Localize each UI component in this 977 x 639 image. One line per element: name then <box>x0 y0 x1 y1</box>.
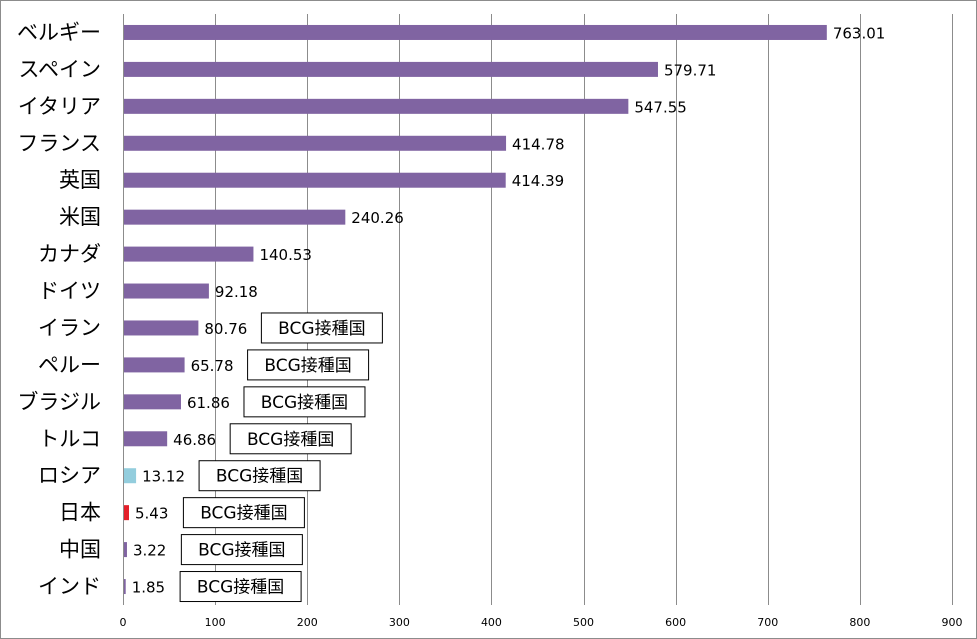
x-tick-label: 0 <box>120 616 127 629</box>
category-label: ベルギー <box>17 20 101 44</box>
data-label: 46.86 <box>173 431 216 449</box>
data-label: 65.78 <box>191 357 234 375</box>
data-label: 13.12 <box>142 468 185 486</box>
category-label: ロシア <box>38 464 101 488</box>
data-label: 414.78 <box>512 135 565 153</box>
annotation-box <box>179 571 302 603</box>
annotation-box <box>247 349 370 381</box>
category-label: フランス <box>17 131 101 155</box>
annotation-box <box>243 386 366 418</box>
bar <box>124 431 168 447</box>
bar <box>124 246 254 262</box>
data-label: 5.43 <box>135 505 168 523</box>
category-label: ペルー <box>38 353 101 377</box>
bar <box>124 24 827 40</box>
annotation-box <box>260 312 383 344</box>
x-tick-label: 800 <box>849 616 870 629</box>
data-label: 80.76 <box>204 320 247 338</box>
annotation-box <box>180 534 303 566</box>
data-label: 3.22 <box>133 542 166 560</box>
category-label: 日本 <box>59 501 101 525</box>
category-label: 中国 <box>59 538 101 562</box>
category-label: カナダ <box>38 242 101 266</box>
category-label: イタリア <box>18 94 101 118</box>
bar <box>124 135 507 151</box>
x-tick-label: 100 <box>205 616 226 629</box>
bar <box>124 172 506 188</box>
annotation-box <box>198 460 321 492</box>
category-label: トルコ <box>38 427 101 451</box>
category-label: ブラジル <box>17 390 101 414</box>
annotation-box <box>229 423 352 455</box>
annotation-text: BCG接種国 <box>247 430 334 450</box>
bar <box>124 394 181 410</box>
category-label: 英国 <box>59 168 101 192</box>
x-tick-label: 400 <box>481 616 502 629</box>
bar <box>124 468 137 484</box>
bar <box>124 579 126 595</box>
bar <box>124 505 130 521</box>
annotation-text: BCG接種国 <box>264 356 351 376</box>
annotation-text: BCG接種国 <box>197 578 284 598</box>
bar <box>124 542 127 558</box>
data-label: 1.85 <box>132 579 165 597</box>
annotation-text: BCG接種国 <box>261 393 348 413</box>
x-tick-label: 600 <box>665 616 686 629</box>
annotation-box <box>182 497 305 529</box>
data-label: 92.18 <box>215 283 258 301</box>
annotation-text: BCG接種国 <box>200 504 287 524</box>
x-tick-label: 200 <box>297 616 318 629</box>
bar <box>124 98 629 114</box>
data-label: 61.86 <box>187 394 230 412</box>
data-label: 414.39 <box>512 172 565 190</box>
category-label: 米国 <box>59 205 101 229</box>
bar <box>124 61 658 77</box>
category-label: イラン <box>38 316 101 340</box>
annotation-text: BCG接種国 <box>198 541 285 561</box>
bar <box>124 283 209 299</box>
data-label: 579.71 <box>664 61 717 79</box>
bar <box>124 357 185 373</box>
data-label: 140.53 <box>259 246 312 264</box>
x-tick-label: 700 <box>757 616 778 629</box>
data-label: 763.01 <box>833 24 886 42</box>
x-tick-label: 300 <box>389 616 410 629</box>
category-label: スペイン <box>18 57 101 81</box>
annotation-text: BCG接種国 <box>278 319 365 339</box>
bar <box>124 209 346 225</box>
data-label: 547.55 <box>634 98 687 116</box>
data-label: 240.26 <box>351 209 404 227</box>
annotation-text: BCG接種国 <box>216 467 303 487</box>
category-label: インド <box>38 575 101 599</box>
category-label: ドイツ <box>38 279 101 303</box>
x-tick-label: 900 <box>942 616 963 629</box>
x-tick-label: 500 <box>573 616 594 629</box>
bar <box>124 320 199 336</box>
